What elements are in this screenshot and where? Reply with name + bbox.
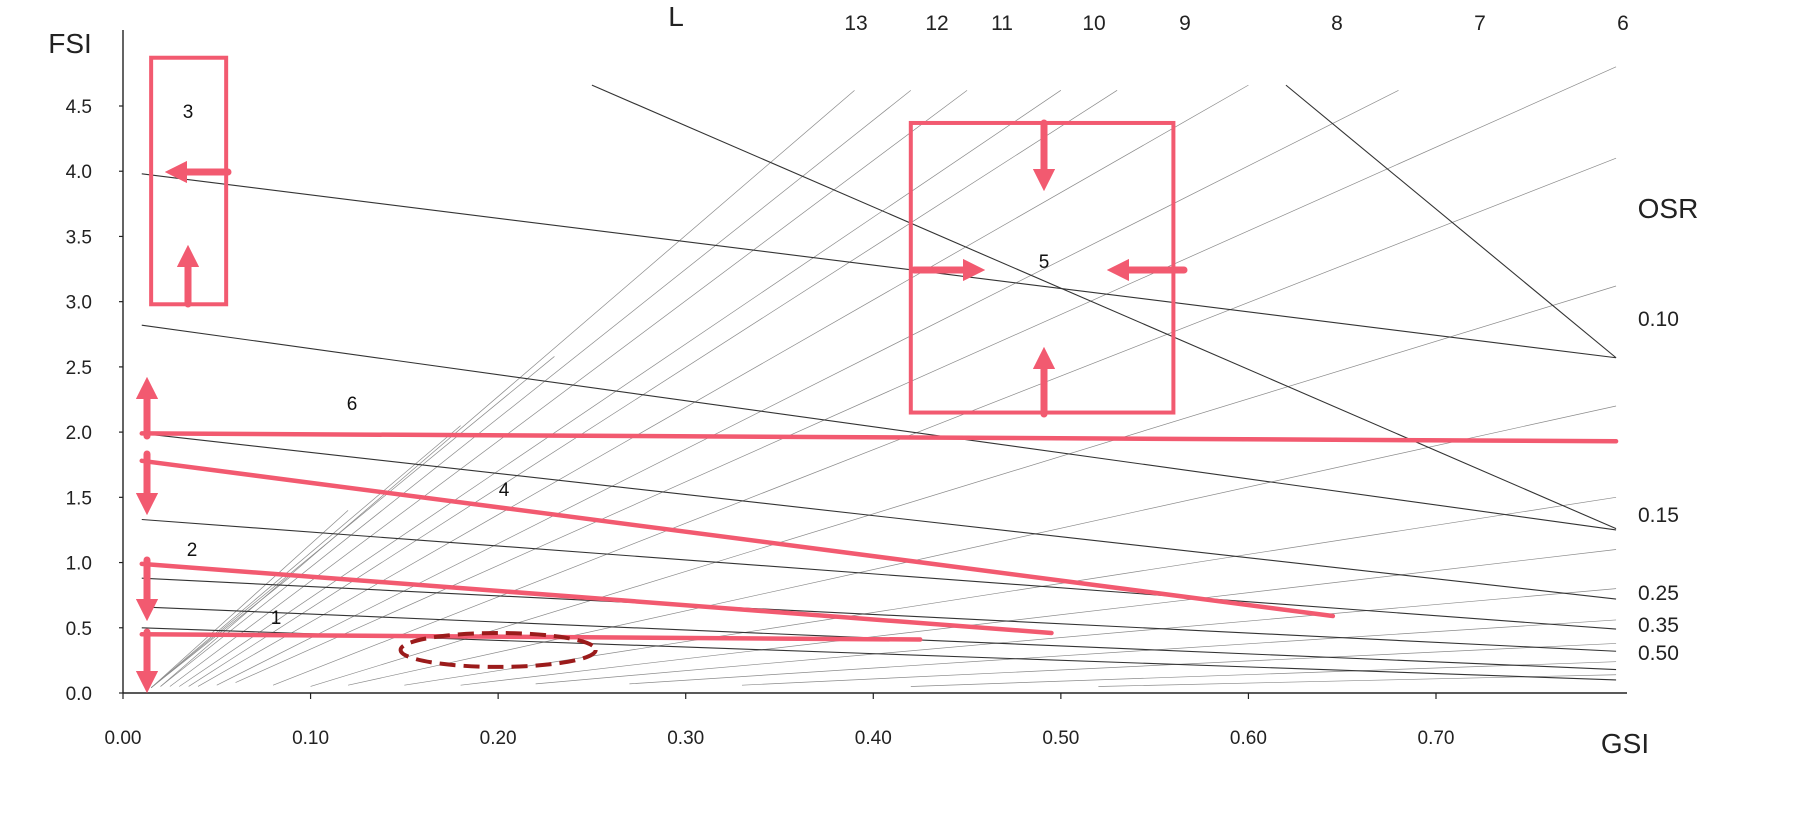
y-ticks: 0.0 0.5 1.0 1.5 2.0 2.5 3.0 3.5 4.0 4.5: [66, 97, 123, 705]
osr-line: [141, 432, 1617, 600]
l-line-label: 13: [844, 12, 867, 35]
y-tick-label: 4.0: [66, 162, 92, 183]
axes: [122, 30, 1627, 694]
x-tick-label: 0.60: [1230, 728, 1267, 749]
l-line-label: 12: [925, 12, 948, 35]
y-tick-label: 2.0: [66, 423, 92, 444]
osr-line: [141, 324, 1617, 531]
x-tick-label: 0.70: [1418, 728, 1455, 749]
l-line-labels: 13 12 11 10 9 8 7 6: [844, 12, 1629, 35]
l-line-label: 6: [1617, 12, 1629, 35]
fan-line: [188, 90, 1118, 687]
y-tick-label: 0.5: [66, 619, 92, 640]
fan-line: [460, 549, 1617, 686]
osr-line-label: 0.10: [1638, 308, 1679, 331]
fan-line: [160, 90, 912, 687]
x-tick-label: 0.10: [292, 728, 329, 749]
x-tick-label: 0.30: [667, 728, 704, 749]
fan-line: [272, 157, 1617, 686]
dashed-ellipse: [398, 630, 598, 669]
l-line-label: 9: [1179, 12, 1191, 35]
highlight-regions: 35: [149, 55, 1176, 415]
fan-line: [179, 90, 1062, 687]
fan-line: [150, 510, 349, 689]
y-tick-label: 2.5: [66, 358, 92, 379]
highlight-line: [139, 561, 1054, 636]
fan-line: [150, 575, 293, 689]
highlight-line-label: 1: [271, 608, 282, 629]
fan-line: [150, 425, 461, 689]
y-tick-label: 1.0: [66, 554, 92, 575]
fan-line: [1098, 674, 1617, 687]
y-tick-label: 1.5: [66, 488, 92, 509]
osr-line: [141, 173, 1617, 359]
diagonal-lines: [591, 84, 1617, 530]
l-lines-title: L: [668, 1, 684, 32]
l-line-label: 10: [1082, 12, 1105, 35]
highlight-line: [139, 458, 1336, 619]
y-tick-label: 3.5: [66, 227, 92, 248]
region-label: 5: [1039, 252, 1050, 273]
l-line-label: 7: [1474, 12, 1486, 35]
fan-line: [535, 588, 1617, 685]
highlight-line: [139, 632, 923, 642]
fan-line: [629, 619, 1617, 685]
fan-line: [910, 661, 1617, 687]
fan-line: [310, 285, 1617, 687]
ellipse-annotation: [398, 630, 598, 669]
diagonal-line: [1285, 84, 1617, 359]
osr-line-label: 0.15: [1638, 504, 1679, 527]
highlight-line-label: 6: [347, 394, 358, 415]
fan-lines: [150, 66, 1617, 689]
osr-line-label: 0.35: [1638, 614, 1679, 637]
y-tick-label: 4.5: [66, 97, 92, 118]
x-ticks: 0.00 0.10 0.20 0.30 0.40 0.50 0.60 0.70: [105, 693, 1455, 749]
region-label: 3: [183, 102, 194, 123]
osr-line-label: 0.25: [1638, 582, 1679, 605]
osr-lines: [141, 173, 1617, 681]
x-tick-label: 0.40: [855, 728, 892, 749]
osr-line: [141, 518, 1617, 630]
highlight-line: [139, 431, 1619, 444]
osr-line-labels: 0.10 0.15 0.25 0.35 0.50: [1638, 308, 1679, 665]
y-tick-label: 3.0: [66, 293, 92, 314]
x-axis-title: GSI: [1601, 728, 1649, 759]
osr-lines-title: OSR: [1638, 193, 1699, 224]
x-tick-label: 0.50: [1042, 728, 1079, 749]
l-line-label: 8: [1331, 12, 1343, 35]
fan-line: [197, 84, 1249, 687]
fan-line: [235, 66, 1617, 683]
fan-line: [404, 496, 1617, 686]
y-axis-title: FSI: [48, 28, 92, 59]
fan-line: [160, 90, 855, 687]
x-tick-label: 0.20: [480, 728, 517, 749]
highlight-line-label: 2: [187, 540, 198, 561]
fan-line: [150, 356, 555, 689]
osr-line: [141, 577, 1617, 652]
fan-line: [348, 405, 1617, 686]
l-line-label: 11: [991, 12, 1013, 35]
highlight-line-label: 4: [499, 480, 510, 501]
highlight-lines: 6 4 2 1: [139, 394, 1619, 642]
x-tick-label: 0.00: [105, 728, 142, 749]
osr-line-label: 0.50: [1638, 642, 1679, 665]
diagonal-line: [591, 84, 1617, 530]
direction-arrows: [135, 119, 1188, 694]
y-tick-label: 0.0: [66, 684, 92, 705]
